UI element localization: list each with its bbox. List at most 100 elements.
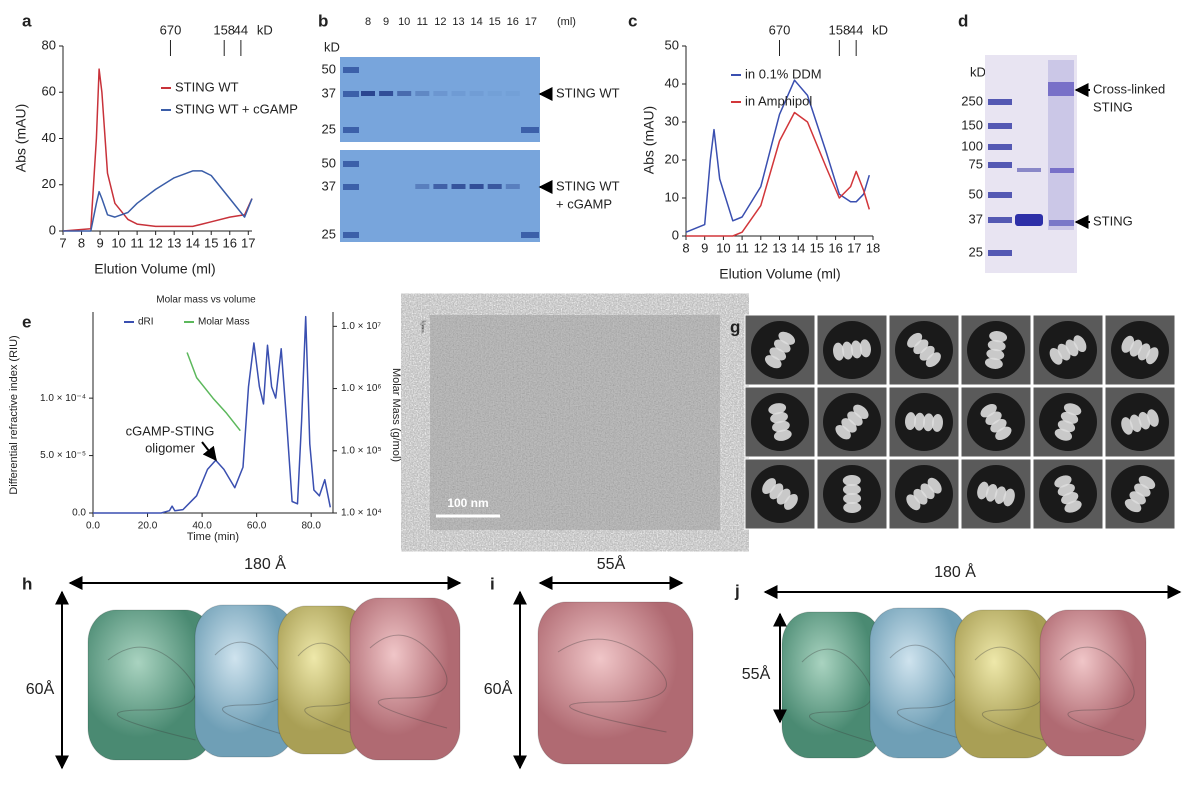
annotation: oligomer [145,440,196,455]
band [505,91,520,96]
panel-label: j [734,581,740,600]
y-tick-label: 20 [665,151,679,166]
particle-lobe [913,412,926,431]
legend-label: Molar Mass [198,317,250,328]
ladder-band [343,127,359,133]
y-tick-label: 60 [42,84,56,99]
size-marker-label: 44 [849,22,863,37]
x-tick-label: 8 [682,240,689,255]
particle-lobe [772,420,790,433]
size-marker-label: 158 [213,22,235,37]
legend-label: STING WT + cGAMP [175,101,298,116]
particle-lobe [850,340,863,359]
y-tick-label: 10 [665,189,679,204]
density-map [537,601,694,765]
particle-lobe [984,357,1003,369]
band [1017,168,1041,172]
x-tick-label: 11 [130,235,144,250]
particle-lobe [987,339,1006,352]
particle [1121,409,1159,435]
ladder-band [988,99,1012,105]
ladder-band [988,162,1012,168]
particle-lobe [1145,347,1159,365]
ribbon [557,638,667,733]
legend-label: dRI [138,317,154,328]
marker-label: 75 [969,156,983,171]
lane-label: 15 [489,16,501,28]
lane-label: 12 [434,16,446,28]
particle-lobe [1054,428,1073,441]
size-marker-label: 670 [769,22,791,37]
density-map [954,609,1054,759]
particle-lobe [768,403,787,415]
particle-lobe [843,492,862,505]
particle-lobe [842,475,861,487]
particle-lobe [833,342,845,361]
particle-lobe [773,429,792,441]
band-label: STING [1093,213,1133,228]
marker-label: 25 [322,121,336,136]
y2-tick-label: 1.0 × 10⁶ [341,383,382,394]
x-tick-label: 20.0 [138,521,158,532]
particle [907,332,941,368]
x-tick-label: 14 [185,235,199,250]
particle-lobe [1064,500,1082,513]
particle-lobe [1073,335,1087,353]
series-line [62,68,253,232]
series-line [186,352,241,432]
ladder-band [988,250,1012,256]
particle [842,475,862,513]
particle-lobe [784,493,798,510]
lane-label: 16 [507,16,519,28]
ladder-band [343,184,359,190]
density-map [781,611,883,759]
particle-lobe [1138,475,1156,490]
band [451,184,466,189]
band [433,184,448,189]
panel-label: i [490,574,495,593]
height-label: 60Å [484,679,513,698]
band [487,184,502,189]
particle-lobe [859,339,871,358]
height-label: 60Å [26,679,55,698]
x-tick-label: 16 [223,235,237,250]
size-marker-label: 158 [828,22,850,37]
x-tick-label: 8 [78,235,85,250]
particle-lobe [1003,488,1015,507]
height-label: 55Å [742,664,771,683]
legend-label: in 0.1% DDM [745,66,822,81]
x-tick-label: 60.0 [247,521,267,532]
x-tick-label: 0.0 [86,521,100,532]
x-tick-label: 10 [111,235,125,250]
series-line [686,111,871,237]
marker-unit: kD [872,22,888,37]
gel [340,150,540,242]
band [451,91,466,96]
marker-label: 50 [322,61,336,76]
band-label: + cGAMP [556,196,612,211]
panel-label: b [318,11,328,30]
y-tick-label: 80 [42,37,56,52]
legend-label: in Amphipol [745,93,812,108]
particle-lobe [905,412,917,431]
legend-label: STING WT [175,79,239,94]
width-label: 180 Å [934,562,976,581]
chart-title: Molar mass vs volume [156,295,256,306]
y-axis-label: Abs (mAU) [641,106,657,174]
lane-label: 10 [398,16,410,28]
panel-label: c [628,11,637,30]
ribbon [801,648,873,743]
lane-label: 13 [452,16,464,28]
band-label: Cross-linked [1093,81,1165,96]
particle-lobe [989,331,1008,343]
x-tick-label: 7 [59,235,66,250]
ribbon [107,646,196,741]
band [397,91,412,96]
particle [762,478,798,510]
ladder-band [343,91,359,97]
density-map [349,597,461,761]
particle [1054,475,1082,513]
particle-lobe [853,404,869,420]
y-tick-label: 0.0 [72,508,86,519]
particle-lobe [995,426,1012,441]
